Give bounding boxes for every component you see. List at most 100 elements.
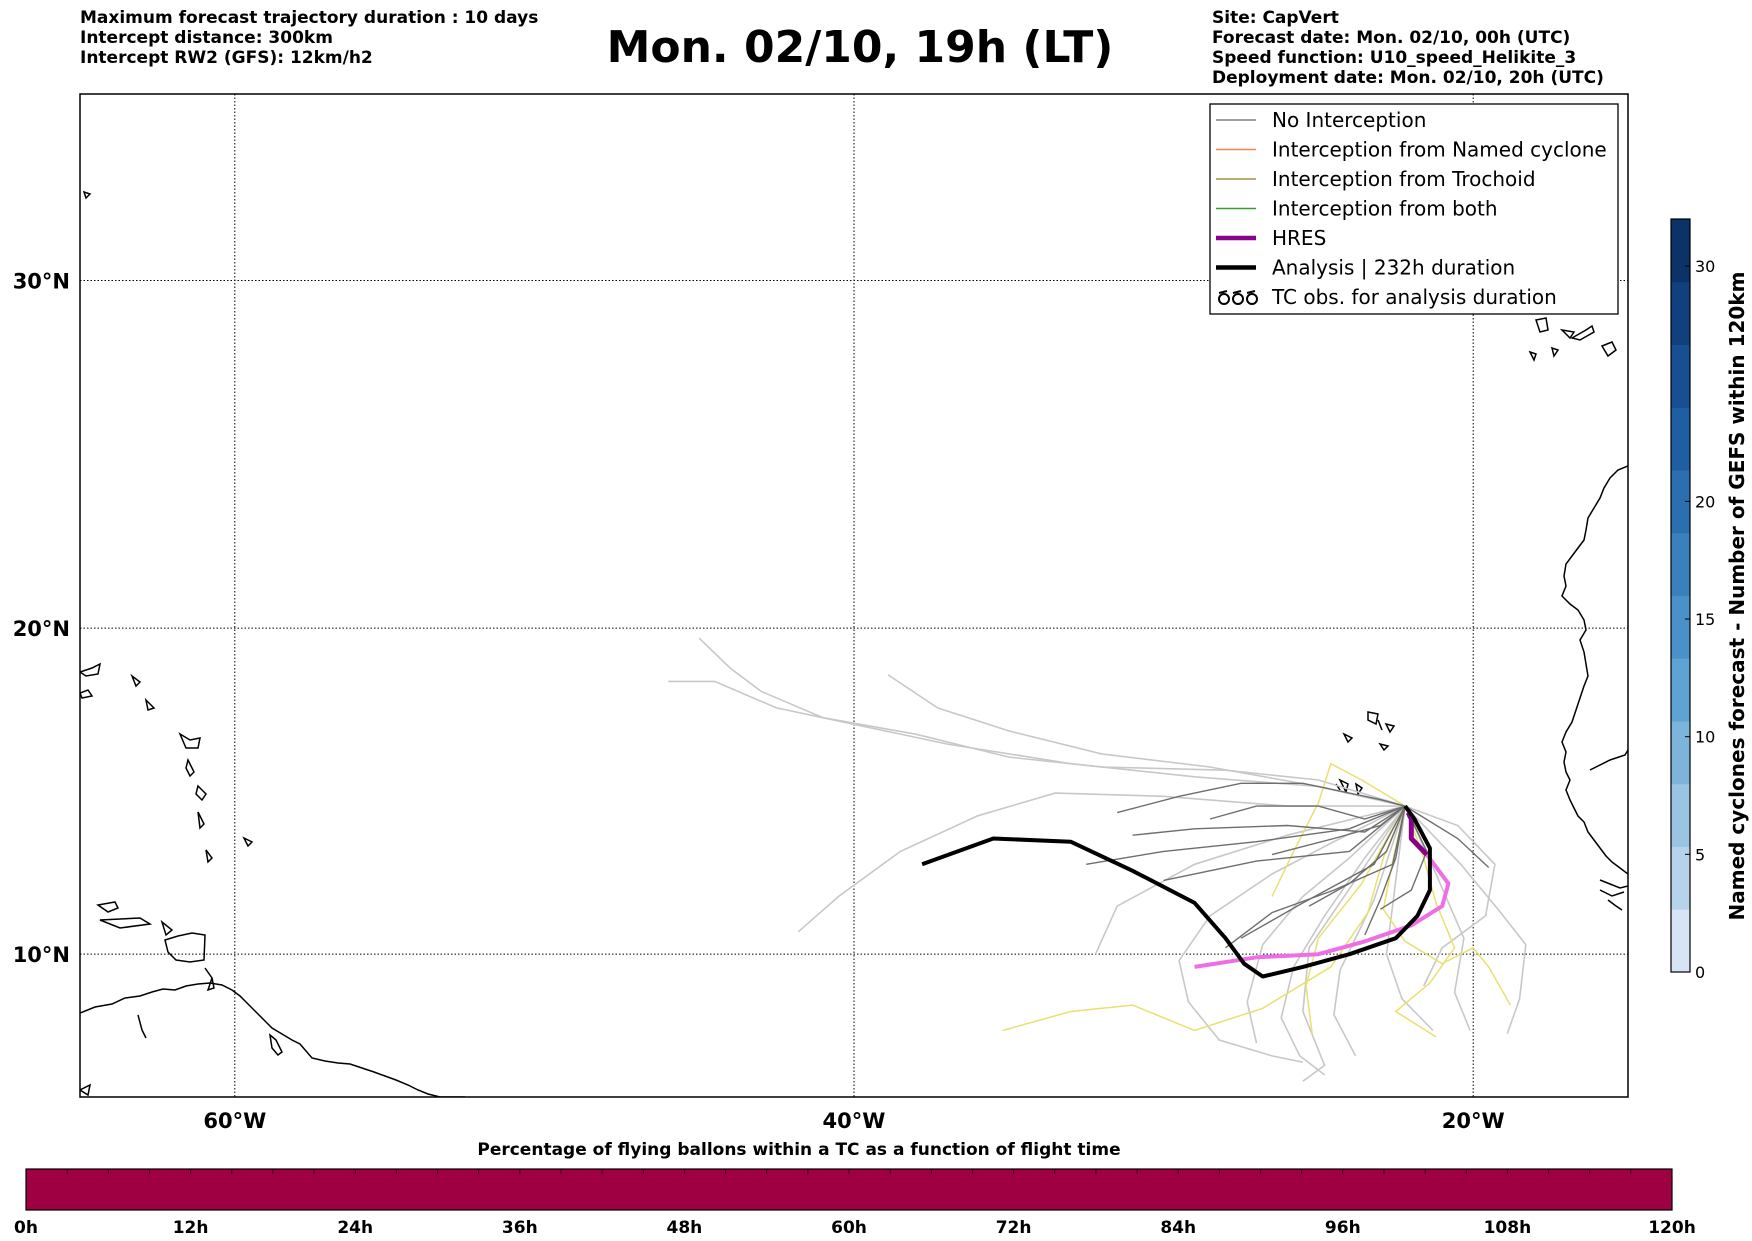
trajectory-no-interception-light	[1094, 805, 1406, 955]
island-coast	[1377, 719, 1383, 731]
colorbar-bottom: Percentage of flying ballons within a TC…	[14, 1140, 1696, 1238]
island-coast	[160, 919, 174, 937]
africa-coast	[1607, 899, 1623, 911]
legend-label: No Interception	[1272, 108, 1426, 132]
island-coast	[205, 849, 213, 864]
page-title: Mon. 02/10, 19h (LT)	[606, 22, 1114, 73]
trajectory-no-interception-light	[1246, 805, 1406, 1044]
colorbar-bottom-bar	[25, 1168, 1673, 1211]
header-right-line: Forecast date: Mon. 02/10, 00h (UTC)	[1212, 28, 1571, 48]
island-coast	[1528, 350, 1537, 362]
colorbar-right-tick-label: 30	[1695, 257, 1715, 276]
island-coast	[164, 932, 206, 963]
island-coast	[80, 1083, 92, 1097]
colorbar-right-tick-label: 0	[1695, 963, 1705, 982]
trajectory-no-interception	[1271, 805, 1406, 856]
south-america-coast	[80, 982, 465, 1097]
header-left-line: Maximum forecast trajectory duration : 1…	[80, 8, 539, 28]
header-left-line: Intercept RW2 (GFS): 12km/h2	[80, 48, 373, 68]
colorbar-right-segment	[1671, 219, 1690, 283]
island-coast	[185, 757, 195, 778]
legend: No Interception Interception from Named c…	[1209, 103, 1619, 315]
colorbar-right-segment	[1671, 532, 1690, 596]
tc-obs-symbol	[1246, 293, 1258, 305]
colorbar-bottom-tick-label: 120h	[1648, 1218, 1696, 1238]
map-frame	[79, 93, 1629, 1098]
legend-label: Interception from both	[1272, 197, 1498, 221]
island-coast	[1600, 341, 1617, 358]
trajectory-no-interception	[1209, 805, 1406, 820]
legend-label: Interception from Named cyclone	[1272, 138, 1607, 162]
africa-coast	[1589, 749, 1628, 771]
island-coast	[1354, 782, 1364, 796]
trajectory-yellow	[1271, 762, 1406, 897]
header-left-info: Maximum forecast trajectory duration : 1…	[80, 8, 538, 68]
tc-obs-symbol-tail	[1246, 290, 1256, 294]
africa-coast	[1561, 465, 1628, 875]
island-coast	[1535, 317, 1549, 333]
header-right-line: Deployment date: Mon. 02/10, 20h (UTC)	[1212, 68, 1604, 88]
trajectory-no-interception	[1364, 805, 1406, 936]
colorbar-bottom-tick-label: 60h	[831, 1218, 867, 1238]
colorbar-right-tick-label: 15	[1695, 610, 1715, 629]
header-right-line: Speed function: U10_speed_Helikite_3	[1212, 48, 1577, 68]
colorbar-bottom-tick-label: 36h	[502, 1218, 538, 1238]
colorbar-right-tick-label: 20	[1695, 492, 1715, 511]
colorbar-right-segment	[1671, 407, 1690, 471]
island-coast	[197, 811, 205, 830]
colorbar-right-segment	[1671, 783, 1690, 847]
colorbar-right-segment	[1671, 658, 1690, 722]
tc-obs-symbol	[1232, 293, 1244, 305]
header-left-line: Intercept distance: 300km	[80, 28, 333, 48]
trajectory-no-interception	[1086, 805, 1406, 865]
trajectory-no-interception	[1225, 805, 1406, 949]
header-right-info: Site: CapVert Forecast date: Mon. 02/10,…	[1212, 8, 1604, 88]
legend-label: TC obs. for analysis duration	[1271, 285, 1557, 309]
coastlines	[80, 190, 1628, 1097]
trajectory-no-interception-light	[1302, 805, 1406, 1082]
tc-obs-symbol	[1218, 293, 1230, 305]
island-coast	[80, 662, 102, 677]
colorbar-bottom-tick-label: 96h	[1325, 1218, 1361, 1238]
colorbar-right-segment	[1671, 846, 1690, 910]
colorbar-bottom-tick-label: 72h	[996, 1218, 1032, 1238]
trajectory-no-interception	[1308, 805, 1406, 907]
island-coast	[195, 784, 207, 802]
colorbar-right-segment	[1671, 909, 1690, 973]
colorbar-right: 0 5 10 15 20 30 Named cyclones forecast - Numb…	[1670, 218, 1749, 982]
legend-label: HRES	[1272, 226, 1326, 250]
lat-tick-label: 20°N	[13, 617, 70, 641]
trajectory-no-interception	[1163, 805, 1406, 882]
africa-coast	[1599, 889, 1625, 897]
colorbar-bottom-tick-label: 84h	[1160, 1218, 1196, 1238]
island-coast	[144, 697, 156, 711]
colorbar-bottom-tick-label: 12h	[173, 1218, 209, 1238]
trajectories	[668, 637, 1527, 1082]
colorbar-right-segment	[1671, 595, 1690, 659]
colorbar-right-tick-label: 5	[1695, 845, 1705, 864]
trajectory-no-interception	[1240, 805, 1406, 939]
island-coast	[96, 901, 120, 913]
island-coast	[204, 967, 215, 992]
trajectory-no-interception-light	[797, 792, 1406, 933]
colorbar-bottom-tick-label: 48h	[667, 1218, 703, 1238]
trajectory-no-interception	[1379, 805, 1428, 910]
trajectory-analysis	[921, 804, 1432, 979]
island-coast	[1570, 324, 1595, 341]
island-coast	[1550, 346, 1560, 358]
lat-tick-label: 10°N	[13, 943, 70, 967]
island-coast	[1384, 722, 1396, 734]
colorbar-bottom-tick-label: 0h	[14, 1218, 38, 1238]
colorbar-bottom-tick-label: 24h	[337, 1218, 373, 1238]
lon-tick-label: 60°W	[203, 1109, 266, 1133]
axis-labels: 30°N 20°N 10°N 60°W 40°W 20°W	[13, 270, 1505, 1133]
colorbar-bottom-tick-label: 108h	[1484, 1218, 1532, 1238]
colorbar-right-segment	[1671, 721, 1690, 785]
gridlines	[80, 94, 1628, 1097]
lon-tick-label: 20°W	[1442, 1109, 1505, 1133]
trajectory-no-interception-light	[1280, 805, 1406, 1076]
island-coast	[1342, 732, 1354, 744]
lat-tick-label: 30°N	[13, 270, 70, 294]
legend-label: Analysis | 232h duration	[1272, 256, 1515, 280]
